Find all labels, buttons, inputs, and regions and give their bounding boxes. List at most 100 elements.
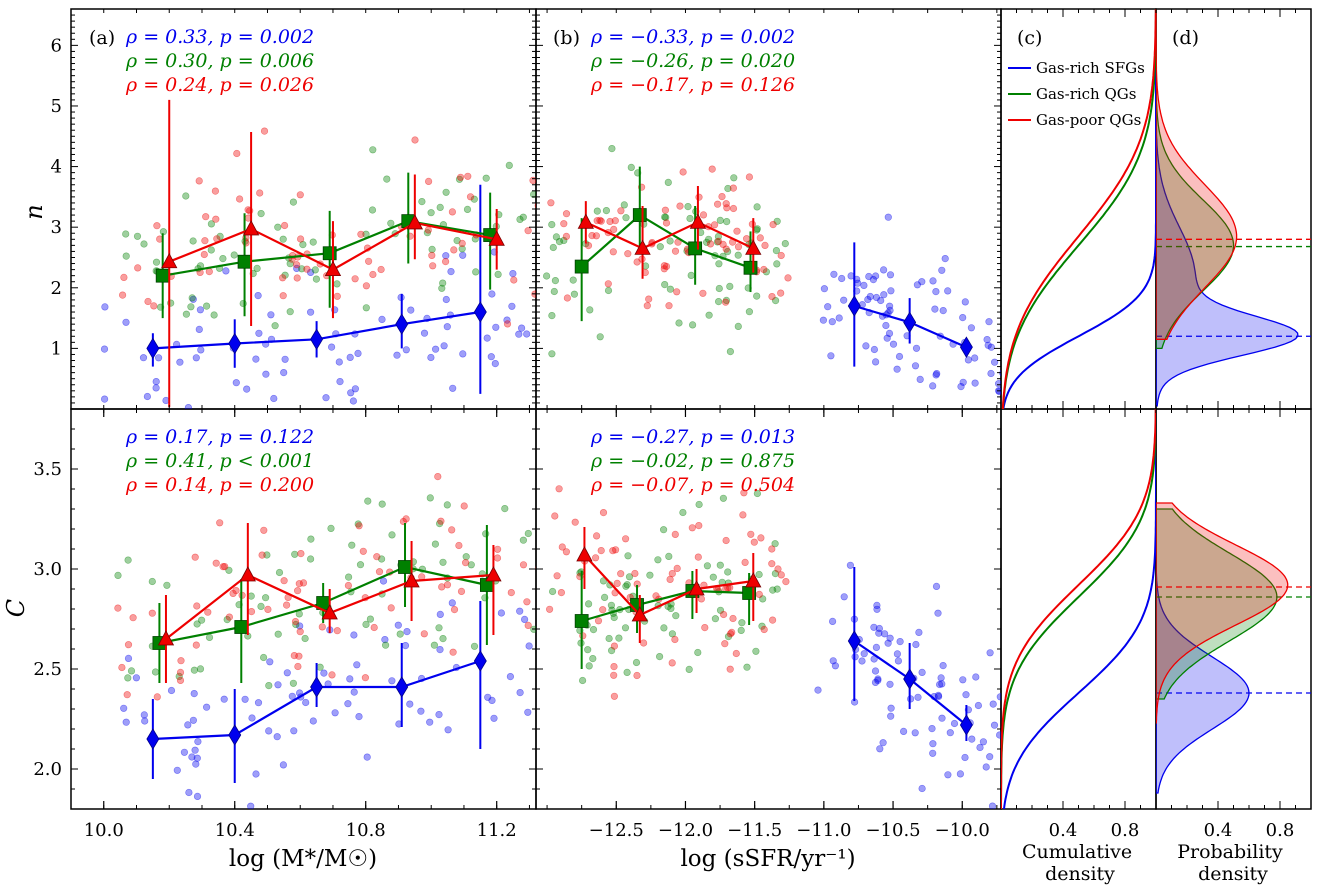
galaxy-point: [710, 221, 719, 229]
galaxy-point: [233, 149, 241, 158]
galaxy-point: [999, 370, 1001, 377]
galaxy-point: [631, 569, 639, 578]
stat-text: ρ = −0.26, p = 0.020: [590, 50, 795, 72]
galaxy-point: [366, 615, 375, 623]
galaxy-point: [393, 351, 401, 359]
galaxy-point: [870, 345, 879, 354]
galaxy-point: [470, 642, 479, 650]
median-marker-pqg: [161, 252, 178, 269]
galaxy-point: [588, 232, 596, 240]
galaxy-point: [247, 802, 255, 809]
galaxy-point: [675, 319, 683, 327]
galaxy-point: [122, 718, 130, 726]
x-tick-label: 0.8: [1266, 820, 1295, 841]
galaxy-point: [442, 188, 450, 196]
galaxy-point: [606, 217, 614, 226]
galaxy-point: [260, 653, 268, 662]
galaxy-point: [976, 743, 984, 752]
galaxy-point: [555, 238, 564, 246]
y-tick-label: 2.0: [33, 759, 62, 780]
x-tick-label: −12.5: [589, 820, 644, 841]
galaxy-point: [205, 633, 214, 642]
galaxy-point: [552, 233, 561, 241]
galaxy-point: [270, 394, 278, 403]
galaxy-point: [866, 292, 874, 301]
galaxy-point: [602, 207, 611, 215]
galaxy-point: [723, 204, 731, 212]
galaxy-point: [756, 234, 764, 242]
galaxy-point: [438, 583, 446, 591]
x-tick-label: 11.2: [477, 820, 517, 841]
galaxy-point: [759, 595, 767, 603]
median-marker-sfg: [847, 630, 861, 652]
x-tick-label: 0.4: [1204, 820, 1233, 841]
galaxy-point: [230, 251, 238, 259]
galaxy-point: [627, 163, 635, 171]
stat-text: ρ = −0.07, p = 0.504: [590, 474, 795, 496]
galaxy-point: [840, 296, 848, 304]
galaxy-point: [361, 674, 370, 682]
galaxy-point: [713, 238, 722, 246]
galaxy-point: [297, 235, 305, 243]
galaxy-point: [724, 184, 732, 193]
galaxy-point: [377, 265, 385, 274]
cumulative-panel-bot: [1001, 409, 1156, 809]
galaxy-point: [388, 677, 396, 685]
x-tick-label: −10.5: [865, 820, 920, 841]
galaxy-point: [686, 214, 694, 223]
galaxy-point: [298, 265, 306, 273]
galaxy-point: [986, 753, 994, 761]
galaxy-point: [666, 575, 674, 584]
galaxy-point: [152, 378, 160, 386]
stat-text: ρ = −0.17, p = 0.126: [590, 74, 795, 96]
median-marker-sfg: [228, 724, 242, 746]
y-tick-label: 5: [51, 96, 62, 117]
galaxy-point: [964, 356, 973, 364]
galaxy-point: [517, 324, 526, 332]
galaxy-point: [257, 210, 265, 218]
galaxy-point: [661, 213, 669, 221]
galaxy-point: [336, 378, 344, 386]
galaxy-point: [354, 349, 362, 358]
galaxy-point: [610, 225, 618, 233]
galaxy-point: [610, 662, 618, 671]
galaxy-point: [858, 657, 866, 665]
median-marker-pqg: [239, 566, 256, 582]
galaxy-point: [607, 646, 616, 655]
galaxy-point: [961, 753, 969, 762]
galaxy-point: [189, 716, 197, 724]
galaxy-point: [225, 613, 233, 621]
galaxy-point: [124, 674, 132, 682]
galaxy-point: [118, 291, 127, 299]
galaxy-point: [176, 358, 184, 366]
galaxy-point: [596, 216, 604, 224]
galaxy-point: [887, 712, 895, 720]
galaxy-point: [875, 624, 884, 633]
galaxy-point: [143, 392, 151, 401]
cumulative-line-pqg: [1001, 409, 1156, 809]
galaxy-point: [430, 641, 439, 649]
galaxy-point: [624, 250, 632, 258]
galaxy-point: [884, 213, 892, 221]
galaxy-point: [418, 198, 426, 206]
galaxy-point: [428, 245, 436, 253]
galaxy-point: [280, 369, 288, 377]
galaxy-point: [660, 265, 668, 273]
galaxy-point: [346, 353, 354, 362]
galaxy-point: [661, 206, 670, 214]
y-tick-label: 6: [51, 35, 62, 56]
galaxy-point: [755, 590, 763, 599]
galaxy-point: [715, 284, 723, 293]
galaxy-point: [915, 628, 923, 637]
galaxy-point: [772, 247, 781, 255]
galaxy-point: [820, 285, 829, 293]
galaxy-point: [353, 661, 361, 669]
galaxy-point: [660, 262, 669, 270]
galaxy-point: [322, 394, 330, 402]
galaxy-point: [365, 257, 373, 265]
median-marker-pqg: [157, 630, 175, 646]
galaxy-point: [645, 295, 653, 303]
galaxy-point: [195, 325, 203, 334]
median-marker-sfg: [473, 301, 487, 323]
